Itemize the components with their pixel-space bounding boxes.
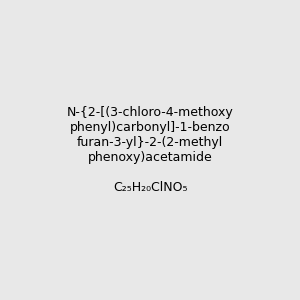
Text: N-{2-[(3-chloro-4-methoxy
phenyl)carbonyl]-1-benzo
furan-3-yl}-2-(2-methyl
pheno: N-{2-[(3-chloro-4-methoxy phenyl)carbony…	[67, 106, 233, 194]
